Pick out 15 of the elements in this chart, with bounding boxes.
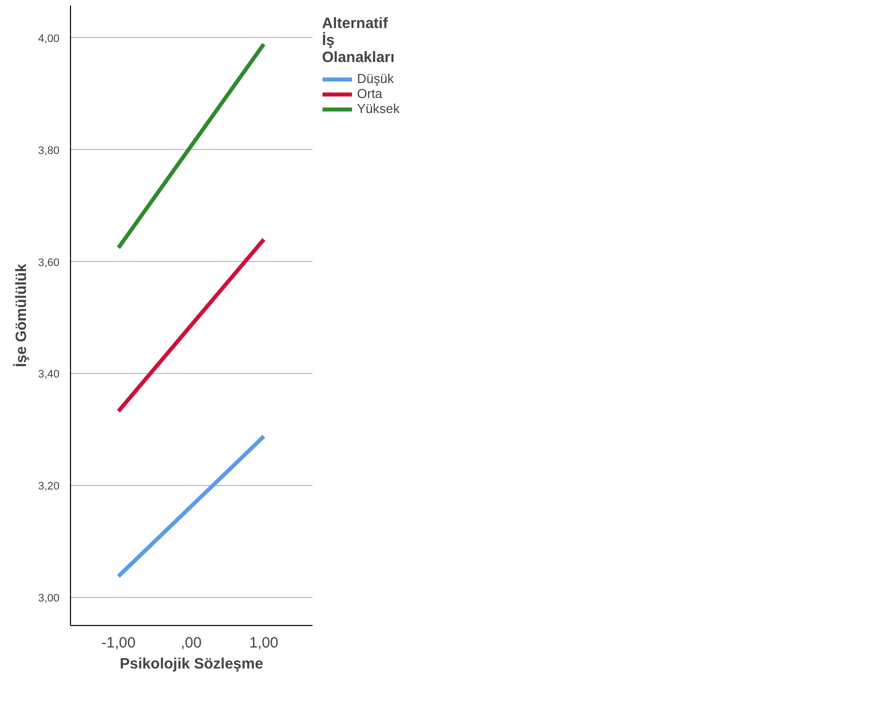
y-tick-label: 3,20 <box>38 480 60 493</box>
x-tick-label: ,00 <box>180 634 202 652</box>
y-tick-label: 3,00 <box>38 592 60 605</box>
legend-label: Yüksek <box>357 101 400 116</box>
legend-title: Alternatif İş Olanakları <box>322 15 396 66</box>
x-axis-title: Psikolojik Sözleşme <box>120 656 264 672</box>
y-tick-label: 3,80 <box>38 144 60 157</box>
y-tick-label: 4,00 <box>38 32 60 45</box>
y-tick-label: 3,60 <box>38 256 60 269</box>
legend-label: Orta <box>357 86 382 101</box>
y-axis-title: İşe Gömülülük <box>13 263 30 368</box>
legend-label: Düşük <box>357 71 394 86</box>
x-tick-label: -1,00 <box>101 634 136 652</box>
y-tick-label: 3,40 <box>38 368 60 381</box>
x-tick-label: 1,00 <box>249 634 278 652</box>
